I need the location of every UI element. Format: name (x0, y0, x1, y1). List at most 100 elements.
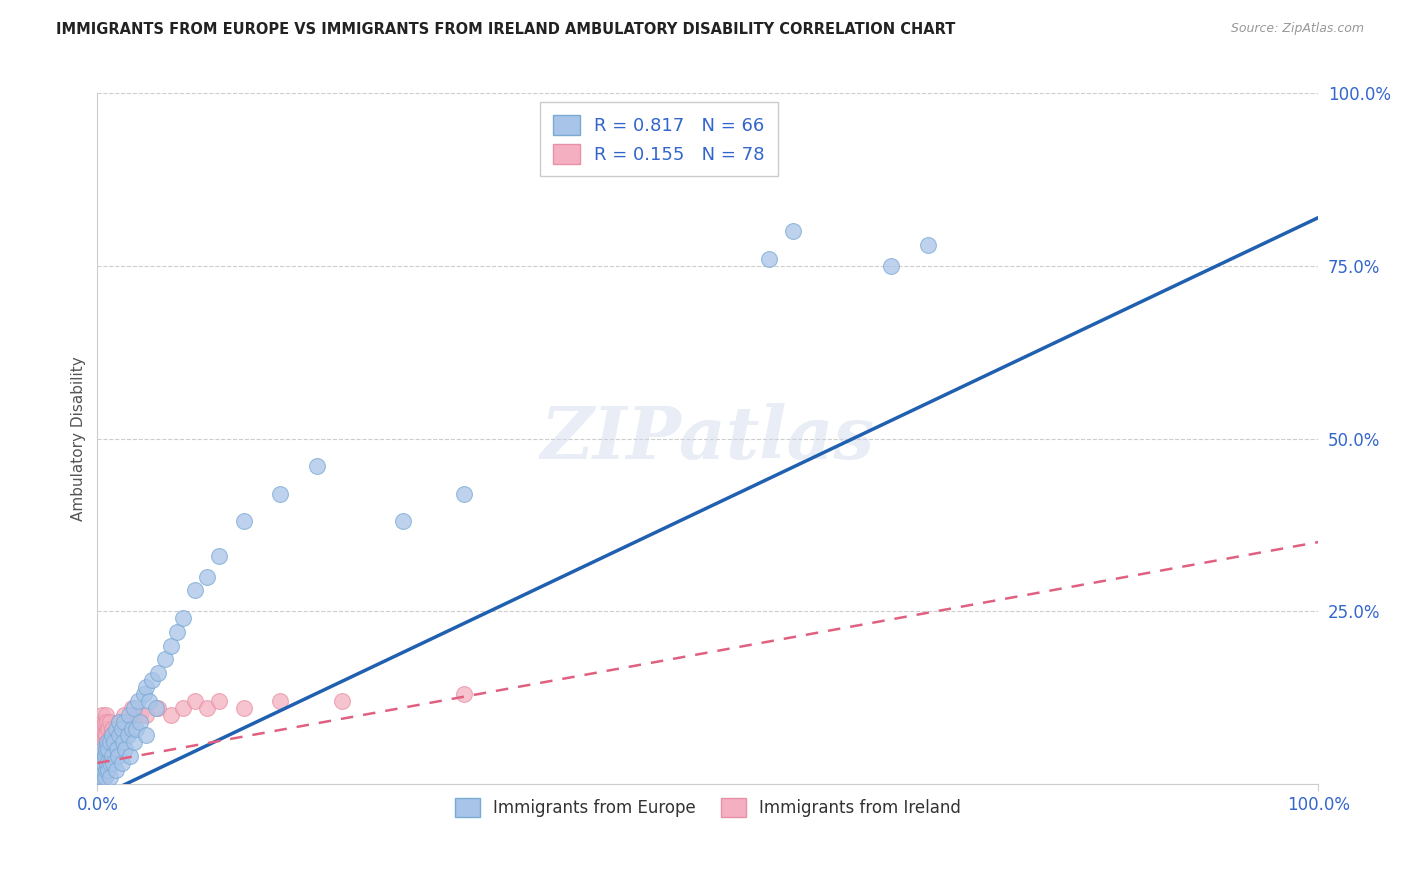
Point (90, 742, 112, 756)
Point (195, 700, 218, 714)
Point (880, 259, 903, 273)
Point (103, 756, 125, 770)
Point (148, 700, 170, 714)
Point (91, 742, 114, 756)
Point (104, 735, 127, 749)
Point (125, 722, 148, 736)
Point (93, 735, 115, 749)
Point (153, 652, 176, 666)
Point (195, 569, 218, 583)
Point (269, 694, 291, 708)
Point (98, 735, 121, 749)
Point (391, 515, 413, 529)
Point (101, 728, 124, 742)
Point (269, 487, 291, 501)
Point (111, 722, 134, 736)
Point (172, 700, 194, 714)
Point (94, 763, 117, 777)
Point (159, 707, 181, 722)
Point (98, 756, 121, 770)
Point (96, 735, 118, 749)
Point (97, 742, 120, 756)
Point (96, 763, 118, 777)
Point (93, 742, 115, 756)
Point (105, 742, 128, 756)
Point (93, 756, 115, 770)
Point (145, 700, 167, 714)
Point (91, 756, 114, 770)
Point (104, 763, 127, 777)
Point (184, 694, 207, 708)
Point (96, 756, 118, 770)
Point (91, 763, 114, 777)
Point (90, 749, 112, 764)
Point (104, 722, 127, 736)
Point (94, 763, 117, 777)
Point (120, 749, 142, 764)
Point (232, 515, 254, 529)
Point (87, 756, 110, 770)
Point (107, 728, 129, 742)
Point (166, 624, 188, 639)
Point (129, 714, 152, 729)
Point (98, 714, 121, 729)
Point (96, 749, 118, 764)
Point (232, 700, 254, 714)
Point (93, 749, 115, 764)
Point (101, 722, 124, 736)
Point (453, 487, 475, 501)
Point (108, 714, 131, 729)
Point (138, 694, 160, 708)
Point (89, 735, 111, 749)
Point (93, 742, 115, 756)
Point (122, 707, 145, 722)
Point (91, 756, 114, 770)
Point (208, 549, 231, 563)
Point (121, 722, 143, 736)
Point (89, 770, 111, 784)
Point (93, 742, 115, 756)
Point (91, 770, 114, 784)
Point (87, 763, 110, 777)
Legend: Immigrants from Europe, Immigrants from Ireland: Immigrants from Europe, Immigrants from … (449, 792, 967, 823)
Point (97, 722, 120, 736)
Point (111, 735, 134, 749)
Point (108, 714, 131, 729)
Point (101, 749, 124, 764)
Point (135, 728, 157, 742)
Point (100, 728, 122, 742)
Point (89, 770, 111, 784)
Point (117, 714, 139, 729)
Point (89, 749, 111, 764)
Point (91, 722, 114, 736)
Point (122, 700, 145, 714)
Point (93, 763, 115, 777)
Point (87, 770, 110, 784)
Point (93, 763, 115, 777)
Point (94, 707, 117, 722)
Point (90, 763, 112, 777)
Point (93, 770, 115, 784)
Point (93, 728, 115, 742)
Point (94, 742, 117, 756)
Point (112, 714, 135, 729)
Point (91, 735, 114, 749)
Text: IMMIGRANTS FROM EUROPE VS IMMIGRANTS FROM IRELAND AMBULATORY DISABILITY CORRELAT: IMMIGRANTS FROM EUROPE VS IMMIGRANTS FRO… (56, 22, 956, 37)
Point (132, 687, 155, 701)
Point (96, 735, 118, 749)
Point (93, 756, 115, 770)
Point (135, 707, 157, 722)
Point (96, 714, 118, 729)
Point (112, 707, 135, 722)
Point (97, 756, 120, 770)
Point (90, 763, 112, 777)
Point (90, 756, 112, 770)
Point (94, 742, 117, 756)
Point (98, 756, 121, 770)
Point (93, 770, 115, 784)
Point (118, 707, 141, 722)
Point (108, 728, 131, 742)
Text: ZIPatlas: ZIPatlas (541, 403, 875, 474)
Point (93, 714, 115, 729)
Point (121, 700, 143, 714)
